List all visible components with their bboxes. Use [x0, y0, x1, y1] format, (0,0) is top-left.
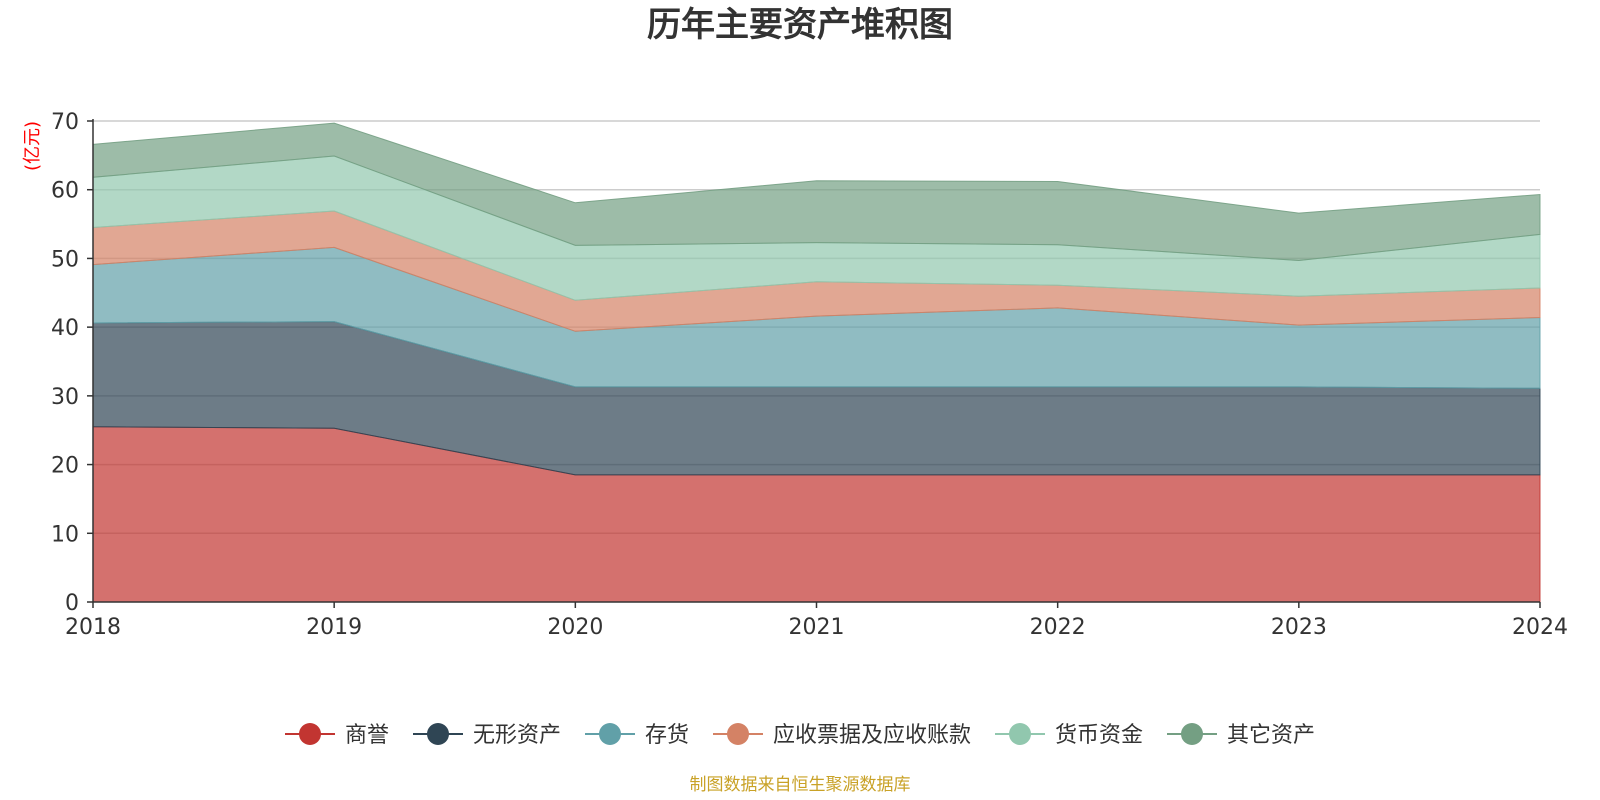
legend: 商誉 无形资产 存货 应收票据及应收账款 货币资金 其它资产	[285, 723, 1315, 748]
legend-item-4: 货币资金	[995, 723, 1143, 748]
y-tick-label: 30	[51, 385, 79, 410]
legend-swatch	[299, 723, 321, 745]
y-tick-label: 0	[65, 591, 79, 616]
legend-label: 商誉	[345, 723, 389, 748]
legend-label: 其它资产	[1227, 723, 1315, 748]
y-tick-label: 60	[51, 179, 79, 204]
legend-swatch	[1009, 723, 1031, 745]
x-tick-label: 2021	[789, 615, 845, 640]
legend-item-1: 无形资产	[413, 723, 561, 748]
legend-swatch	[599, 723, 621, 745]
legend-swatch	[1181, 723, 1203, 745]
chart-title: 历年主要资产堆积图	[647, 5, 953, 45]
source-note: 制图数据来自恒生聚源数据库	[690, 775, 911, 795]
x-tick-label: 2018	[65, 615, 121, 640]
legend-swatch	[727, 723, 749, 745]
legend-item-2: 存货	[585, 723, 689, 748]
legend-item-0: 商誉	[285, 723, 389, 748]
series-areas	[92, 122, 1541, 603]
legend-label: 无形资产	[473, 723, 561, 748]
x-tick-label: 2019	[306, 615, 362, 640]
x-tick-label: 2024	[1512, 615, 1568, 640]
area-series-5	[92, 122, 1541, 262]
x-axis-ticks: 2018 2019 2020 2021 2022 2023 2024	[65, 602, 1568, 640]
y-tick-label: 70	[51, 110, 79, 135]
legend-item-5: 其它资产	[1167, 723, 1315, 748]
y-tick-label: 20	[51, 454, 79, 479]
legend-swatch	[427, 723, 449, 745]
x-tick-label: 2022	[1030, 615, 1086, 640]
legend-label: 应收票据及应收账款	[773, 723, 971, 748]
legend-label: 存货	[645, 723, 689, 748]
legend-label: 货币资金	[1055, 723, 1143, 748]
legend-item-3: 应收票据及应收账款	[713, 723, 971, 748]
y-axis-ticks: 0 10 20 30 40 50 60 70	[51, 110, 93, 616]
y-tick-label: 40	[51, 316, 79, 341]
y-tick-label: 50	[51, 247, 79, 272]
y-axis-unit-label: (亿元)	[22, 121, 43, 171]
y-tick-label: 10	[51, 522, 79, 547]
x-tick-label: 2020	[547, 615, 603, 640]
x-tick-label: 2023	[1271, 615, 1327, 640]
